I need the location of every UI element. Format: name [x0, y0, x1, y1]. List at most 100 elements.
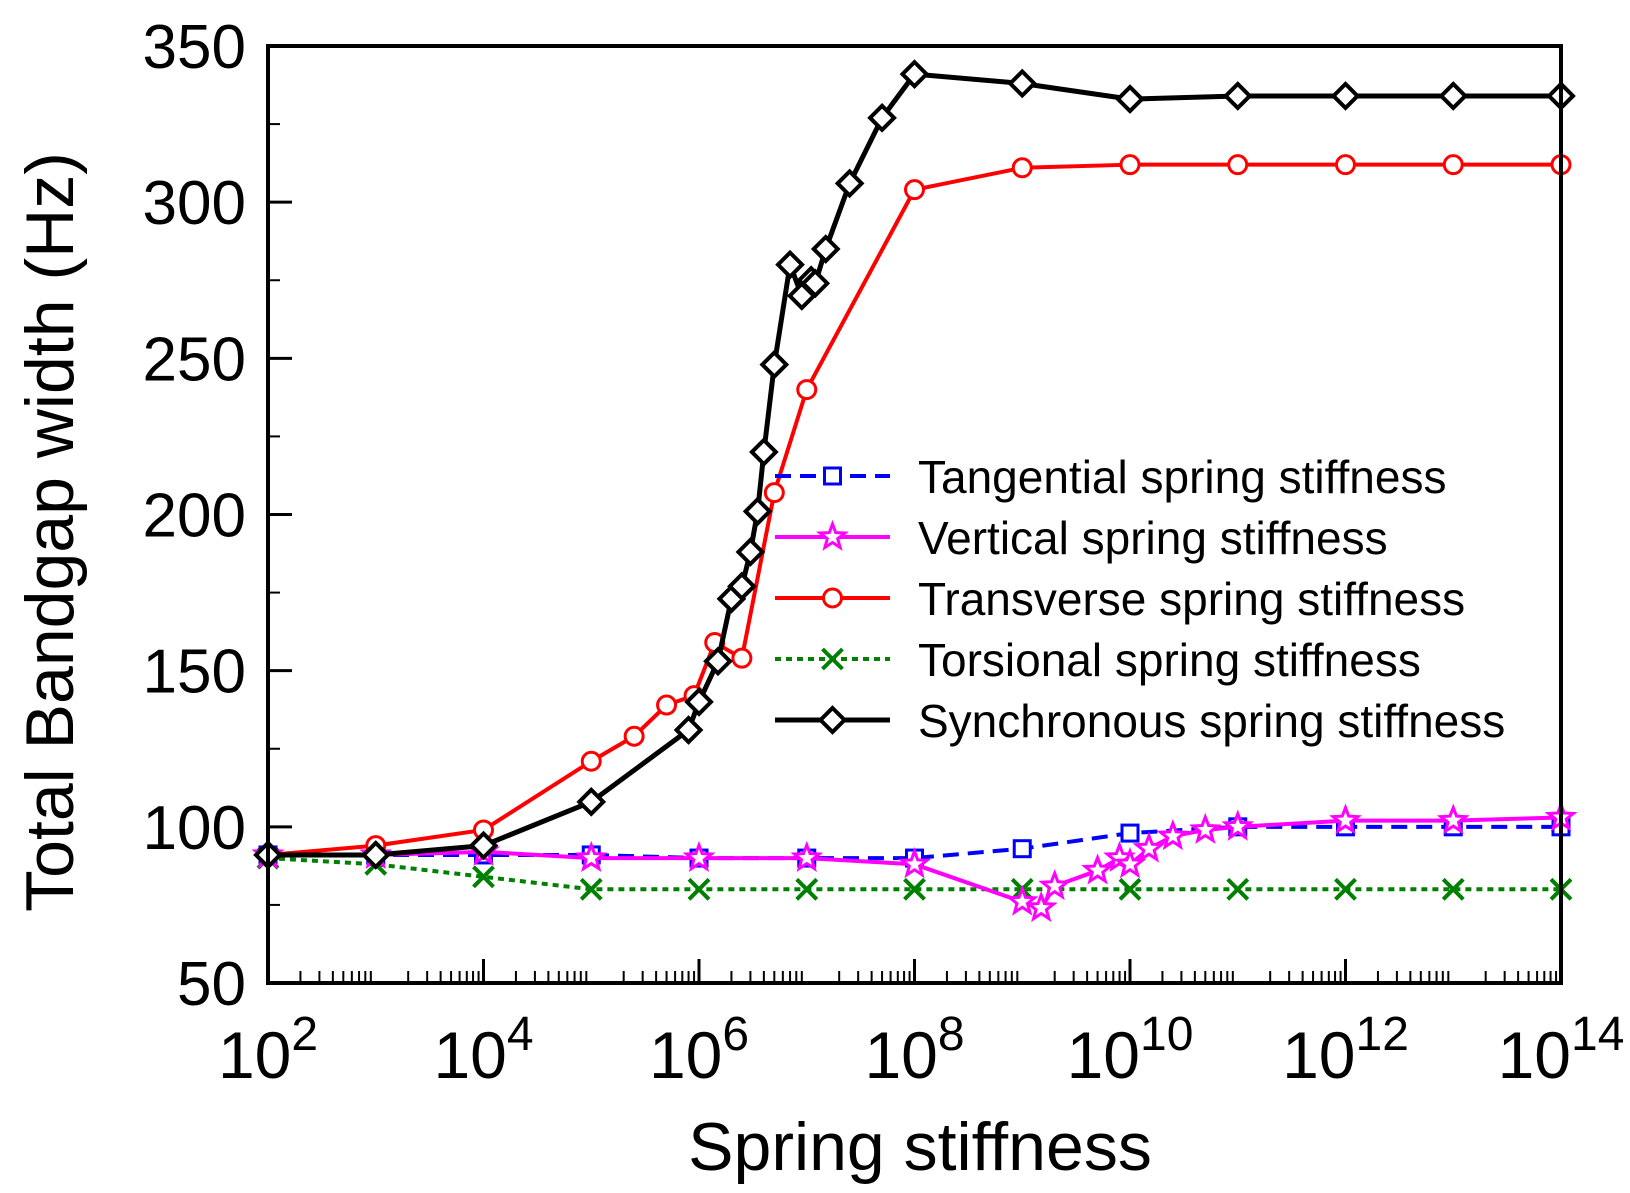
- data-point: [795, 877, 819, 901]
- x-tick-base: 10: [1067, 1018, 1140, 1092]
- data-point: [727, 571, 757, 602]
- data-point: [1226, 877, 1250, 901]
- series-layer: [251, 59, 1578, 923]
- data-point: [749, 437, 779, 467]
- data-point: [1436, 803, 1470, 835]
- legend-label: Tangential spring stiffness: [918, 451, 1446, 503]
- data-point: [1156, 818, 1190, 851]
- series-line: [267, 162, 1561, 857]
- data-point: [731, 647, 753, 669]
- data-point: [1007, 68, 1038, 99]
- data-point: [673, 715, 704, 745]
- series-circle: [257, 154, 1572, 866]
- data-point: [1335, 154, 1356, 176]
- data-point: [800, 268, 831, 299]
- data-point: [1222, 81, 1253, 111]
- data-point: [1441, 877, 1465, 901]
- x-tick-label: 106: [649, 1008, 749, 1092]
- data-point: [472, 865, 495, 889]
- data-point: [1334, 877, 1357, 901]
- data-point: [360, 840, 391, 870]
- axes: 102 104 106 108 1010 1012 10145010015020025030…: [143, 13, 1625, 1092]
- series-star: [251, 800, 1578, 923]
- x-tick-exponent: 8: [938, 1008, 965, 1061]
- x-tick-base: 10: [1282, 1018, 1355, 1092]
- data-point: [682, 840, 716, 873]
- data-point: [576, 787, 607, 817]
- data-point: [656, 694, 678, 716]
- data-point: [810, 234, 841, 264]
- data-point: [867, 103, 897, 133]
- data-point: [1221, 809, 1255, 841]
- x-tick-exponent: 2: [291, 1008, 318, 1061]
- y-tick-label: 100: [143, 794, 246, 863]
- data-point: [790, 840, 824, 873]
- legend-label: Transverse spring stiffness: [918, 573, 1465, 625]
- data-point: [1330, 81, 1361, 111]
- data-point: [703, 646, 733, 677]
- data-point: [763, 482, 785, 504]
- x-tick-base: 10: [218, 1018, 291, 1092]
- data-point: [735, 537, 766, 567]
- data-point: [898, 846, 931, 879]
- legend-item: Torsional spring stiffness: [775, 634, 1421, 686]
- x-tick-base: 10: [864, 1018, 937, 1092]
- legend: Tangential spring stiffness Vertical spri…: [775, 451, 1505, 747]
- x-tick-label: 1012: [1282, 1008, 1409, 1092]
- data-point: [796, 379, 818, 401]
- legend-label: Synchronous spring stiffness: [918, 695, 1505, 747]
- data-point: [1011, 157, 1033, 179]
- data-point: [579, 877, 603, 901]
- data-point: [759, 349, 790, 380]
- data-point: [1038, 868, 1071, 901]
- legend-label: Vertical spring stiffness: [918, 512, 1388, 564]
- data-point: [904, 179, 925, 201]
- x-tick-exponent: 4: [507, 1008, 534, 1061]
- data-point: [1442, 154, 1464, 176]
- data-point: [574, 840, 608, 873]
- legend-item: Tangential spring stiffness: [775, 451, 1446, 503]
- data-point: [580, 750, 602, 772]
- legend-item: Transverse spring stiffness: [775, 573, 1465, 625]
- legend-swatch-marker: [823, 466, 842, 486]
- data-point: [1438, 81, 1469, 111]
- legend-swatch-marker: [816, 519, 849, 551]
- y-tick-label: 250: [143, 325, 246, 394]
- x-tick-base: 10: [649, 1018, 722, 1092]
- legend-swatch-marker: [822, 587, 843, 609]
- y-tick-label: 50: [177, 950, 246, 1019]
- data-point: [1113, 846, 1147, 879]
- legend-swatch-marker: [817, 705, 848, 735]
- y-tick-label: 350: [143, 13, 246, 82]
- legend-swatch-marker: [821, 647, 844, 671]
- data-point: [687, 877, 711, 901]
- data-point: [899, 59, 930, 89]
- data-point: [1132, 831, 1166, 863]
- data-point: [468, 830, 499, 861]
- y-tick-label: 200: [143, 482, 246, 551]
- x-axis-label: Spring stiffness: [688, 1109, 1152, 1185]
- data-point: [1115, 84, 1145, 114]
- data-point: [1081, 853, 1114, 885]
- data-point: [623, 725, 645, 747]
- legend-item: Synchronous spring stiffness: [775, 695, 1505, 747]
- series-diamond: [253, 59, 1576, 870]
- data-point: [1118, 877, 1142, 901]
- y-tick-label: 300: [143, 169, 246, 238]
- data-point: [1012, 839, 1032, 859]
- x-tick-exponent: 6: [722, 1008, 749, 1061]
- data-point: [775, 249, 805, 280]
- x-tick-base: 10: [1498, 1018, 1571, 1092]
- data-point: [742, 496, 773, 527]
- data-point: [1329, 803, 1362, 835]
- data-point: [1120, 823, 1140, 843]
- x-tick-label: 102: [218, 1008, 318, 1092]
- x-tick-exponent: 10: [1140, 1008, 1193, 1061]
- x-tick-label: 108: [864, 1008, 964, 1092]
- x-tick-label: 104: [433, 1008, 533, 1092]
- x-tick-label: 1010: [1067, 1008, 1194, 1092]
- data-point: [1005, 884, 1039, 916]
- x-tick-label: 1014: [1498, 1008, 1625, 1092]
- legend-item: Vertical spring stiffness: [775, 512, 1388, 564]
